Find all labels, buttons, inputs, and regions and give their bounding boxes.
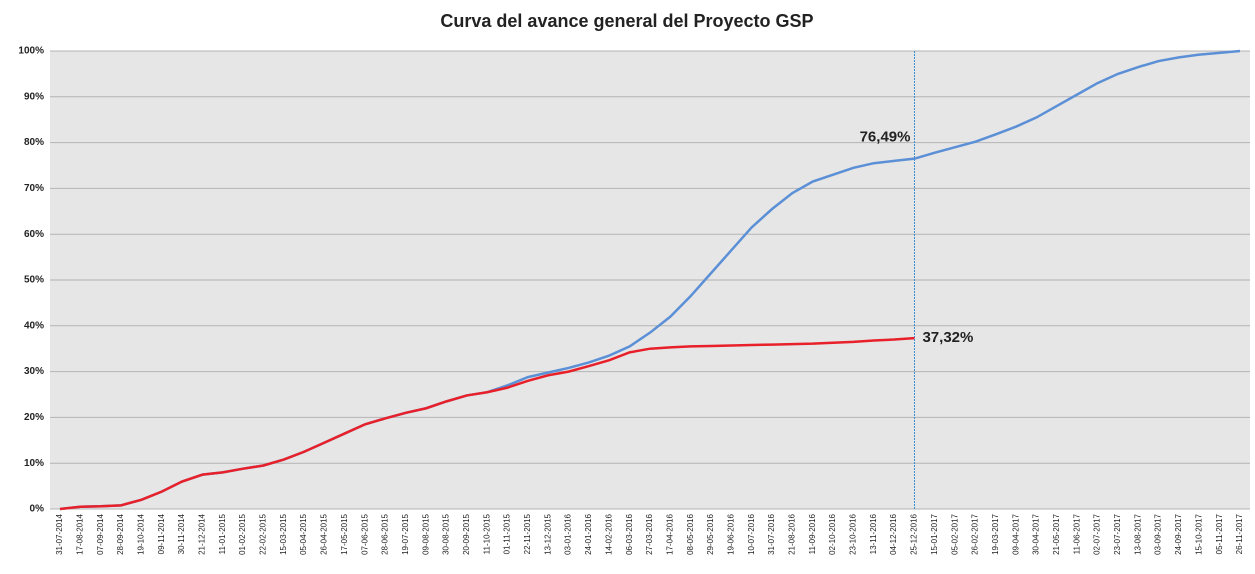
x-tick-label: 19-03-2017: [991, 513, 1000, 554]
y-tick-label: 70%: [24, 183, 44, 194]
x-tick-label: 11-01-2015: [218, 513, 227, 554]
x-tick-label: 05-11-2017: [1215, 513, 1224, 554]
x-tick-label: 22-02-2015: [259, 513, 268, 554]
y-tick-label: 10%: [24, 458, 44, 469]
x-tick-label: 30-08-2015: [442, 513, 451, 554]
x-tick-label: 26-04-2015: [320, 513, 329, 554]
x-tick-label: 29-05-2016: [706, 513, 715, 554]
x-tick-label: 23-10-2016: [849, 513, 858, 554]
x-tick-label: 15-10-2017: [1194, 513, 1203, 554]
x-tick-label: 06-03-2016: [625, 513, 634, 554]
x-tick-label: 17-08-2014: [75, 513, 84, 554]
x-tick-label: 15-03-2015: [279, 513, 288, 554]
x-tick-label: 09-11-2014: [157, 513, 166, 554]
y-tick-label: 40%: [24, 320, 44, 331]
x-tick-label: 11-10-2015: [482, 513, 491, 554]
x-tick-label: 27-03-2016: [645, 513, 654, 554]
y-tick-label: 60%: [24, 229, 44, 240]
x-tick-label: 20-09-2015: [462, 513, 471, 554]
x-tick-label: 24-09-2017: [1174, 513, 1183, 554]
x-tick-label: 26-11-2017: [1235, 513, 1244, 554]
x-tick-label: 21-08-2016: [788, 513, 797, 554]
x-tick-label: 11-06-2017: [1072, 513, 1081, 554]
y-tick-label: 90%: [24, 91, 44, 102]
y-tick-label: 50%: [24, 275, 44, 286]
x-tick-label: 09-08-2015: [421, 513, 430, 554]
x-tick-label: 19-06-2016: [726, 513, 735, 554]
value-label: 37,32%: [922, 329, 973, 346]
x-tick-label: 08-05-2016: [686, 513, 695, 554]
x-tick-label: 31-07-2016: [767, 513, 776, 554]
x-tick-label: 13-08-2017: [1133, 513, 1142, 554]
x-tick-label: 31-07-2014: [55, 513, 64, 554]
y-tick-label: 80%: [24, 137, 44, 148]
x-tick-label: 01-02-2015: [238, 513, 247, 554]
x-tick-label: 28-06-2015: [381, 513, 390, 554]
value-label: 76,49%: [860, 129, 911, 146]
x-tick-label: 23-07-2017: [1113, 513, 1122, 554]
x-tick-label: 13-12-2015: [543, 513, 552, 554]
x-tick-label: 14-02-2016: [604, 513, 613, 554]
chart-title: Curva del avance general del Proyecto GS…: [440, 11, 813, 31]
x-tick-label: 02-10-2016: [828, 513, 837, 554]
x-tick-label: 13-11-2016: [869, 513, 878, 554]
x-tick-label: 28-09-2014: [116, 513, 125, 554]
x-tick-label: 17-05-2015: [340, 513, 349, 554]
x-tick-label: 15-01-2017: [930, 513, 939, 554]
x-tick-label: 07-06-2015: [360, 513, 369, 554]
x-tick-label: 24-01-2016: [584, 513, 593, 554]
x-tick-label: 01-11-2015: [503, 513, 512, 554]
x-tick-label: 17-04-2016: [665, 513, 674, 554]
x-tick-label: 25-12-2016: [910, 513, 919, 554]
y-tick-label: 20%: [24, 412, 44, 423]
x-tick-label: 21-12-2014: [198, 513, 207, 554]
x-tick-label: 30-11-2014: [177, 513, 186, 554]
x-tick-label: 10-07-2016: [747, 513, 756, 554]
x-tick-label: 03-01-2016: [564, 513, 573, 554]
series-line: [59, 336, 915, 511]
y-tick-label: 100%: [18, 46, 44, 57]
x-tick-label: 04-12-2016: [889, 513, 898, 554]
x-tick-label: 05-04-2015: [299, 513, 308, 554]
x-tick-label: 22-11-2015: [523, 513, 532, 554]
x-tick-label: 11-09-2016: [808, 513, 817, 554]
y-tick-label: 30%: [24, 366, 44, 377]
x-tick-label: 09-04-2017: [1011, 513, 1020, 554]
x-tick-label: 19-10-2014: [136, 513, 145, 554]
x-tick-label: 05-02-2017: [950, 513, 959, 554]
x-tick-label: 07-09-2014: [96, 513, 105, 554]
x-tick-label: 26-02-2017: [971, 513, 980, 554]
y-tick-label: 0%: [30, 504, 45, 515]
x-tick-label: 21-05-2017: [1052, 513, 1061, 554]
x-tick-label: 03-09-2017: [1154, 513, 1163, 554]
x-tick-label: 30-04-2017: [1032, 513, 1041, 554]
x-tick-label: 19-07-2015: [401, 513, 410, 554]
x-tick-label: 02-07-2017: [1093, 513, 1102, 554]
